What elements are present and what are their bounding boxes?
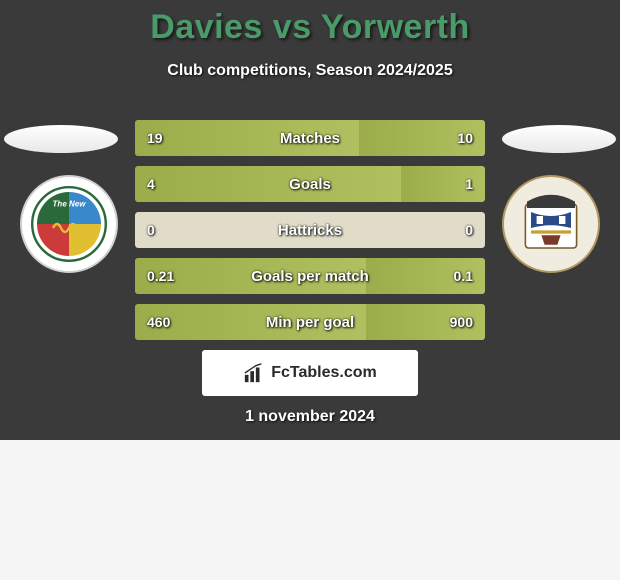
watermark: FcTables.com bbox=[202, 350, 418, 396]
stat-row-hattricks: 0 Hattricks 0 bbox=[135, 212, 485, 248]
stat-label: Goals per match bbox=[135, 258, 485, 294]
club-badge-right-icon bbox=[511, 184, 591, 264]
stats-area: 19 Matches 10 4 Goals 1 0 Hattricks 0 bbox=[135, 120, 485, 350]
comparison-infographic: Davies vs Yorwerth Club competitions, Se… bbox=[0, 0, 620, 580]
stat-value-right: 0.1 bbox=[454, 258, 473, 294]
stat-row-goals: 4 Goals 1 bbox=[135, 166, 485, 202]
stat-value-right: 0 bbox=[465, 212, 473, 248]
club-badge-left-icon: The New bbox=[29, 184, 109, 264]
stat-row-goals-per-match: 0.21 Goals per match 0.1 bbox=[135, 258, 485, 294]
stat-row-matches: 19 Matches 10 bbox=[135, 120, 485, 156]
bar-chart-icon bbox=[243, 362, 265, 384]
svg-text:The New: The New bbox=[53, 199, 87, 208]
club-badge-left: The New bbox=[20, 175, 118, 273]
club-badge-right bbox=[502, 175, 600, 273]
page-title: Davies vs Yorwerth bbox=[0, 8, 620, 47]
stat-row-min-per-goal: 460 Min per goal 900 bbox=[135, 304, 485, 340]
player-left-photo-placeholder bbox=[4, 125, 118, 153]
player-right-photo-placeholder bbox=[502, 125, 616, 153]
stat-value-right: 1 bbox=[465, 166, 473, 202]
stat-label: Matches bbox=[135, 120, 485, 156]
watermark-text: FcTables.com bbox=[271, 364, 377, 382]
stat-value-right: 10 bbox=[457, 120, 473, 156]
background-bottom bbox=[0, 440, 620, 580]
stat-label: Min per goal bbox=[135, 304, 485, 340]
date-text: 1 november 2024 bbox=[0, 408, 620, 426]
stat-label: Goals bbox=[135, 166, 485, 202]
page-subtitle: Club competitions, Season 2024/2025 bbox=[0, 62, 620, 80]
stat-value-right: 900 bbox=[450, 304, 473, 340]
stat-label: Hattricks bbox=[135, 212, 485, 248]
